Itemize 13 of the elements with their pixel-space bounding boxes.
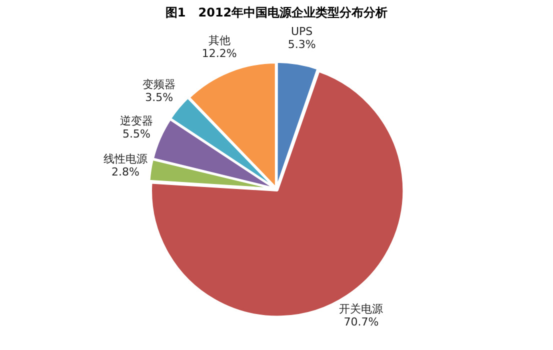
data-label: 5.5% bbox=[122, 127, 150, 140]
data-label: 2.8% bbox=[111, 166, 140, 179]
slice-label: 变频器 bbox=[142, 78, 176, 91]
data-label: 70.7% bbox=[344, 316, 379, 329]
data-label: 5.3% bbox=[288, 38, 316, 51]
slice-label: 开关电源 bbox=[339, 302, 384, 316]
slice-label: 逆变器 bbox=[120, 114, 153, 128]
slice-label: 其他 bbox=[208, 34, 230, 47]
data-label: 3.5% bbox=[145, 90, 174, 104]
data-label: 12.2% bbox=[202, 46, 237, 60]
slice-label: 线性电源 bbox=[103, 152, 148, 166]
slice-label: UPS bbox=[290, 24, 313, 38]
chart-title: 图1 2012年中国电源企业类型分布分析 bbox=[165, 5, 388, 20]
